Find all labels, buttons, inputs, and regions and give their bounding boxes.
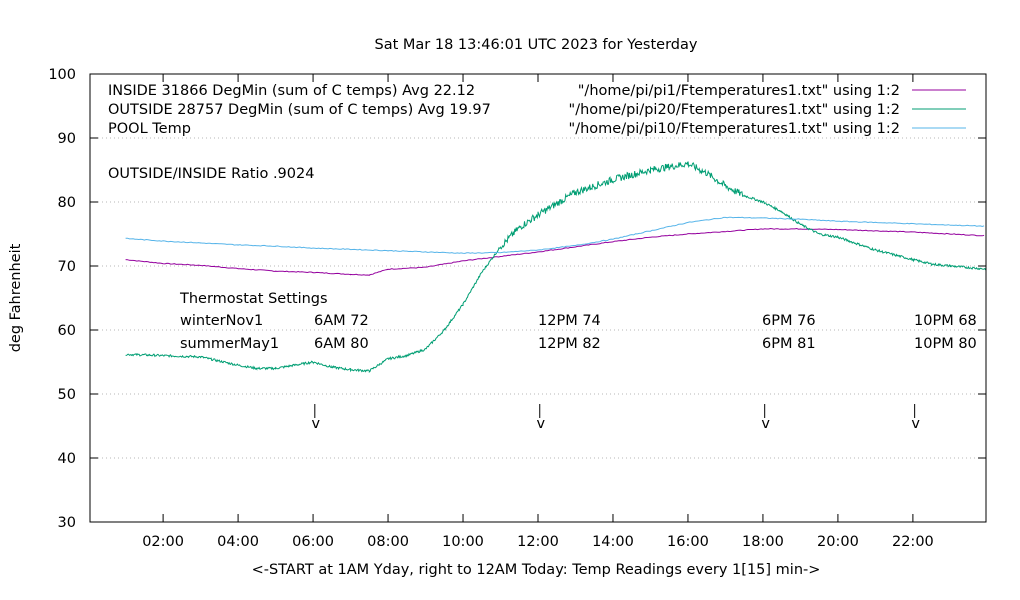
x-tick-label: 20:00	[817, 534, 859, 550]
legend-inside-source: "/home/pi/pi1/Ftemperatures1.txt" using …	[578, 83, 900, 99]
series-lines	[125, 161, 987, 373]
series-line-inside	[125, 227, 985, 276]
x-axis-ticks: 02:00 04:00 06:00 08:00 10:00 12:00 14:00 16:00…	[142, 74, 934, 550]
winter-6am: 6AM 72	[314, 313, 369, 329]
legend-inside-name: INSIDE 31866 DegMin (sum of C temps) Avg…	[108, 83, 475, 99]
summer-10pm: 10PM 80	[914, 336, 977, 352]
y-tick-label: 50	[58, 387, 76, 403]
x-tick-label: 18:00	[742, 534, 784, 550]
y-axis-ticks: 30 40 50 60 70 80 90 100	[48, 67, 986, 531]
y-tick-label: 30	[58, 515, 76, 531]
x-tick-label: 04:00	[217, 534, 259, 550]
x-tick-label: 12:00	[517, 534, 559, 550]
legend-entry-outside: OUTSIDE 28757 DegMin (sum of C temps) Av…	[108, 102, 966, 118]
winter-label: winterNov1	[180, 313, 263, 329]
legend-entry-inside: INSIDE 31866 DegMin (sum of C temps) Avg…	[108, 83, 966, 99]
y-tick-label: 80	[58, 195, 76, 211]
y-tick-label: 90	[58, 131, 76, 147]
grid	[90, 137, 986, 459]
thermostat-row-winter: winterNov1 6AM 72 12PM 74 6PM 76 10PM 68	[180, 313, 977, 329]
legend-outside-name: OUTSIDE 28757 DegMin (sum of C temps) Av…	[108, 102, 491, 118]
summer-label: summerMay1	[180, 336, 279, 352]
x-tick-label: 22:00	[892, 534, 934, 550]
chart-title: Sat Mar 18 13:46:01 UTC 2023 for Yesterd…	[375, 37, 698, 53]
setpoint-marker-glyph: v	[536, 416, 545, 432]
thermostat-row-summer: summerMay1 6AM 80 12PM 82 6PM 81 10PM 80	[180, 336, 977, 352]
y-tick-label: 70	[58, 259, 76, 275]
x-tick-label: 14:00	[592, 534, 634, 550]
setpoint-marker-glyph: v	[312, 416, 321, 432]
summer-6pm: 6PM 81	[762, 336, 816, 352]
setpoint-marker-glyph: v	[911, 416, 920, 432]
x-tick-label: 02:00	[142, 534, 184, 550]
setpoint-marker-glyph: v	[761, 416, 770, 432]
x-tick-label: 16:00	[667, 534, 709, 550]
series-line-pool	[125, 216, 985, 254]
legend-outside-source: "/home/pi/pi20/Ftemperatures1.txt" using…	[569, 102, 900, 118]
y-tick-label: 40	[58, 451, 76, 467]
x-tick-label: 10:00	[442, 534, 484, 550]
y-axis-label: deg Fahrenheit	[8, 243, 24, 352]
legend: INSIDE 31866 DegMin (sum of C temps) Avg…	[108, 83, 966, 137]
series-line-outside	[125, 161, 987, 373]
x-tick-label: 06:00	[292, 534, 334, 550]
x-axis-label: <-START at 1AM Yday, right to 12AM Today…	[252, 562, 821, 578]
x-tick-label: 08:00	[367, 534, 409, 550]
thermostat-heading: Thermostat Settings	[179, 291, 328, 307]
summer-12pm: 12PM 82	[538, 336, 601, 352]
y-tick-label: 100	[48, 67, 76, 83]
y-tick-label: 60	[58, 323, 76, 339]
summer-6am: 6AM 80	[314, 336, 369, 352]
legend-pool-name: POOL Temp	[108, 121, 191, 137]
winter-10pm: 10PM 68	[914, 313, 977, 329]
legend-pool-source: "/home/pi/pi10/Ftemperatures1.txt" using…	[569, 121, 900, 137]
winter-12pm: 12PM 74	[538, 313, 601, 329]
ratio-annotation: OUTSIDE/INSIDE Ratio .9024	[108, 166, 314, 182]
winter-6pm: 6PM 76	[762, 313, 816, 329]
legend-entry-pool: POOL Temp "/home/pi/pi10/Ftemperatures1.…	[108, 121, 966, 137]
